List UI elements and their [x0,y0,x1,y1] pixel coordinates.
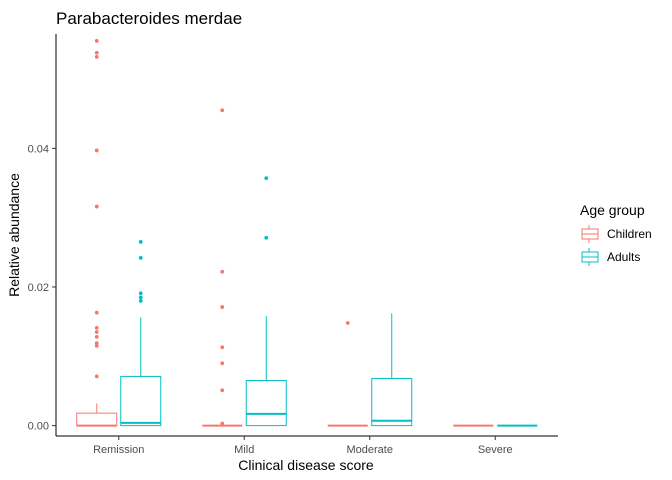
outlier-point [220,108,225,113]
y-tick-label: 0.00 [28,421,49,433]
outlier-point [94,204,99,209]
outlier-point [94,310,99,315]
outlier-point [138,255,143,260]
plot-area [76,39,538,427]
box-children-moderate [327,321,368,427]
outlier-point [94,325,99,330]
x-tick-label: Severe [478,444,513,456]
box-body [76,412,118,427]
y-tick-label: 0.04 [28,143,49,155]
outlier-point [220,269,225,274]
y-axis-title: Relative abundance [6,173,22,297]
outlier-point [138,291,143,296]
chart-title: Parabacteroides merdae [56,9,242,28]
outlier-point [94,54,99,59]
x-tick-label: Mild [234,444,254,456]
box-adults-remission [120,240,162,427]
box-body [245,380,287,427]
x-tick-label: Moderate [347,444,393,456]
box-body [371,377,413,427]
outlier-point [94,330,99,334]
legend-entry-children: Children [581,225,652,243]
outlier-point [264,176,269,181]
box-adults-mild [245,176,287,427]
outlier-point [220,421,225,426]
outlier-point [138,295,143,300]
outlier-point [94,341,99,346]
box-children-mild [202,108,243,427]
box-adults-moderate [371,313,413,427]
outlier-point [345,321,350,325]
x-axis-ticks: Remission Mild Moderate Severe [93,436,513,456]
outlier-point [94,343,99,348]
outlier-point [138,298,143,303]
outlier-point [94,50,99,55]
legend-label: Children [607,227,652,241]
legend: Age group Children Adults [580,202,652,266]
outlier-point [220,345,225,350]
outlier-point [94,334,99,339]
outlier-point [94,148,99,153]
box-body [120,375,162,427]
outlier-point [138,240,143,244]
x-axis-title: Clinical disease score [238,457,374,473]
outlier-point [94,39,99,43]
box-children-remission [76,39,118,427]
x-tick-label: Remission [93,444,144,456]
y-axis-ticks: 0.00 0.02 0.04 [28,143,56,433]
y-tick-label: 0.02 [28,282,49,294]
outlier-point [220,388,225,393]
legend-entry-adults: Adults [581,248,640,266]
legend-title: Age group [580,202,645,218]
outlier-point [220,305,225,309]
outlier-point [264,235,269,240]
outlier-point [220,361,225,366]
outlier-point [94,374,99,379]
legend-label: Adults [607,250,640,264]
